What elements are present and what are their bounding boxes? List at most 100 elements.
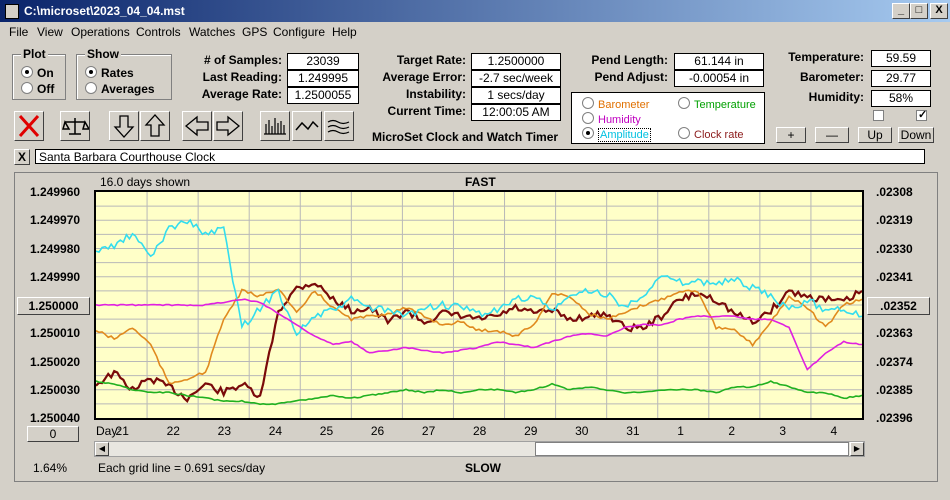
menu-bar: File View Operations Controls Watches GP… bbox=[0, 22, 950, 42]
option-barometer-label: Barometer bbox=[598, 99, 650, 111]
pend-length-label: Pend Length: bbox=[591, 53, 668, 67]
temperature-field: 59.59 bbox=[871, 50, 931, 67]
y-tick-right: .02363 bbox=[876, 326, 913, 341]
radio-dot-icon bbox=[85, 82, 97, 94]
menu-file[interactable]: File bbox=[9, 25, 29, 39]
down-button[interactable]: Down bbox=[898, 127, 934, 143]
samples-label: # of Samples: bbox=[203, 53, 282, 67]
target-rate-field[interactable]: 1.2500000 bbox=[471, 53, 561, 70]
wave-button[interactable] bbox=[292, 111, 322, 141]
average-error-label: Average Error: bbox=[382, 70, 466, 84]
bars-button[interactable] bbox=[260, 111, 290, 141]
arrow-up-icon bbox=[144, 114, 166, 137]
show-rates-label: Rates bbox=[101, 66, 134, 80]
y-tick-left: 1.250020 bbox=[30, 354, 81, 369]
scroll-right-arrow-icon[interactable]: ▶ bbox=[850, 442, 864, 456]
x-tick: 28 bbox=[473, 424, 487, 438]
x-tick: 27 bbox=[421, 424, 436, 438]
arrow-down-icon bbox=[113, 115, 135, 138]
arrow-down-button[interactable] bbox=[109, 111, 139, 141]
show-rates-radio[interactable]: Rates bbox=[85, 65, 134, 80]
radio-dot-icon bbox=[582, 97, 594, 109]
arrow-up-button[interactable] bbox=[140, 111, 170, 141]
menu-operations[interactable]: Operations bbox=[71, 25, 130, 39]
option-clock-rate-label: Clock rate bbox=[694, 129, 744, 141]
y-tick-left: 1.249980 bbox=[30, 241, 81, 256]
x-tick: 23 bbox=[217, 424, 232, 438]
average-error-field: -2.7 sec/week bbox=[471, 70, 561, 87]
y-tick-left: 1.249960 bbox=[30, 185, 81, 199]
center-right-button[interactable]: .02352 bbox=[867, 297, 930, 315]
maximize-button[interactable]: □ bbox=[910, 3, 928, 19]
env-checkbox-1[interactable] bbox=[873, 110, 884, 121]
temperature-label: Temperature: bbox=[788, 50, 864, 64]
close-button[interactable]: X bbox=[930, 3, 948, 19]
arrow-left-button[interactable] bbox=[182, 111, 212, 141]
radio-dot-icon bbox=[678, 127, 690, 139]
show-averages-radio[interactable]: Averages bbox=[85, 81, 155, 96]
plus-button[interactable]: + bbox=[776, 127, 806, 143]
zero-button[interactable]: 0 bbox=[27, 426, 79, 442]
plot-off-radio[interactable]: Off bbox=[21, 81, 54, 96]
show-group: Show Rates Averages bbox=[76, 47, 172, 100]
last-reading-field: 1.249995 bbox=[287, 70, 359, 87]
average-rate-field: 1.2500055 bbox=[287, 87, 359, 104]
menu-configure[interactable]: Configure bbox=[273, 25, 326, 39]
menu-watches[interactable]: Watches bbox=[189, 25, 236, 39]
bars-icon bbox=[264, 118, 286, 135]
center-rate-button[interactable]: 1.250000 bbox=[17, 297, 90, 315]
balance-button[interactable] bbox=[60, 111, 90, 141]
app-icon[interactable] bbox=[5, 4, 19, 19]
env-checkbox-2[interactable]: ✓ bbox=[916, 109, 927, 121]
day-label: Day: bbox=[96, 424, 121, 438]
fast-label: FAST bbox=[465, 175, 496, 189]
y-tick-left: 1.250010 bbox=[30, 326, 81, 341]
x-tick: 24 bbox=[268, 424, 283, 438]
y-tick-left: 1.250030 bbox=[30, 382, 81, 397]
window-title: C:\microset\2023_04_04.mst bbox=[24, 4, 185, 18]
series-amplitude bbox=[95, 218, 863, 337]
pend-adjust-field[interactable]: -0.00054 in bbox=[674, 70, 764, 87]
waves-button[interactable] bbox=[324, 111, 354, 141]
menu-help[interactable]: Help bbox=[332, 25, 357, 39]
option-temperature[interactable]: Temperature bbox=[678, 96, 756, 111]
minimize-button[interactable]: _ bbox=[892, 3, 910, 19]
option-barometer[interactable]: Barometer bbox=[582, 96, 649, 111]
option-humidity[interactable]: Humidity bbox=[582, 111, 641, 126]
series-temperature bbox=[95, 380, 863, 406]
option-clock-rate[interactable]: Clock rate bbox=[678, 126, 744, 141]
clock-name-input[interactable]: Santa Barbara Courthouse Clock bbox=[35, 149, 925, 164]
plot-group-title: Plot bbox=[21, 47, 48, 61]
pend-adjust-label: Pend Adjust: bbox=[594, 70, 668, 84]
percent-label: 1.64% bbox=[33, 461, 68, 475]
menu-controls[interactable]: Controls bbox=[136, 25, 181, 39]
menu-gps[interactable]: GPS bbox=[242, 25, 268, 39]
horizontal-scrollbar[interactable]: ◀ ▶ bbox=[94, 441, 865, 457]
scroll-thumb[interactable] bbox=[535, 442, 849, 456]
x-tick: 21 bbox=[115, 424, 129, 438]
y-tick-right: .02341 bbox=[876, 269, 913, 284]
option-amplitude[interactable]: Amplitude bbox=[582, 126, 651, 142]
title-bar[interactable]: C:\microset\2023_04_04.mst _ □ X bbox=[0, 0, 950, 22]
current-time-label: Current Time: bbox=[387, 104, 466, 118]
y-tick-left: 1.249990 bbox=[30, 269, 81, 284]
minus-button[interactable]: — bbox=[815, 127, 849, 143]
clear-clock-button[interactable]: X bbox=[14, 149, 30, 165]
arrow-right-button[interactable] bbox=[213, 111, 243, 141]
last-reading-label: Last Reading: bbox=[202, 70, 282, 84]
cancel-button[interactable] bbox=[14, 111, 44, 141]
instability-label: Instability: bbox=[405, 87, 466, 101]
menu-view[interactable]: View bbox=[37, 25, 63, 39]
pend-length-field[interactable]: 61.144 in bbox=[674, 53, 764, 70]
option-humidity-label: Humidity bbox=[598, 114, 641, 126]
target-rate-label: Target Rate: bbox=[396, 53, 466, 67]
plot-on-radio[interactable]: On bbox=[21, 65, 54, 80]
plot-off-label: Off bbox=[37, 82, 55, 96]
scroll-left-arrow-icon[interactable]: ◀ bbox=[95, 442, 109, 456]
up-button[interactable]: Up bbox=[858, 127, 892, 143]
y-tick-right: .02319 bbox=[876, 213, 913, 228]
x-tick: 29 bbox=[524, 424, 538, 438]
x-tick: 22 bbox=[166, 424, 180, 438]
option-amplitude-label: Amplitude bbox=[598, 128, 651, 142]
humidity-label: Humidity: bbox=[808, 90, 864, 104]
